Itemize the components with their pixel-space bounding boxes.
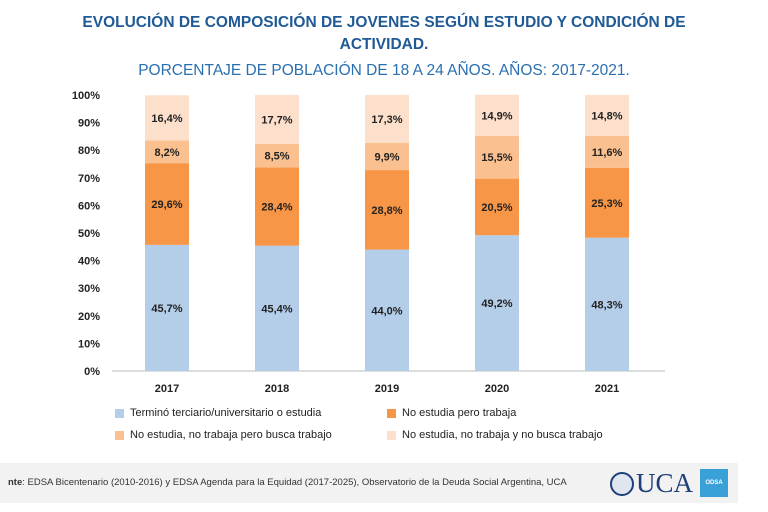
bar-segment <box>145 95 189 141</box>
bar-segment <box>145 163 189 245</box>
odsa-logo: ODSA <box>700 469 728 497</box>
y-tick-label: 40% <box>78 256 100 268</box>
footer: nte: EDSA Bicentenario (2010-2016) y EDS… <box>0 463 738 503</box>
source-text: : EDSA Bicentenario (2010-2016) y EDSA A… <box>22 477 567 488</box>
bar-segment <box>585 95 629 136</box>
stacked-bar-chart: 0% 10% 20% 30% 40% 50% 60% 70% 80% 90% 100% 45,7% 29… <box>72 90 665 395</box>
data-label: 45,4% <box>261 303 292 315</box>
data-label: 15,5% <box>481 152 512 164</box>
bar-segment <box>255 245 299 371</box>
bar-segment <box>585 135 629 168</box>
bar-segment <box>255 167 299 246</box>
data-label: 16,4% <box>151 113 182 125</box>
y-tick-label: 90% <box>78 118 100 130</box>
data-label: 14,8% <box>591 110 622 122</box>
data-label: 28,8% <box>371 205 402 217</box>
y-tick-label: 20% <box>78 311 100 323</box>
uca-logo-text: UCA <box>636 468 694 498</box>
bar-segment <box>365 142 409 171</box>
chart-subtitle: PORCENTAJE DE POBLACIÓN DE 18 A 24 AÑOS.… <box>138 62 630 79</box>
data-label: 8,5% <box>264 151 289 163</box>
bar-segment <box>145 140 189 164</box>
data-label: 45,7% <box>151 303 182 315</box>
x-tick-label: 2019 <box>375 383 399 395</box>
y-tick-label: 100% <box>72 90 100 102</box>
data-label: 29,6% <box>151 199 182 211</box>
data-label: 11,6% <box>592 147 623 159</box>
data-label: 9,9% <box>374 151 399 163</box>
data-label: 8,2% <box>154 147 179 159</box>
bar-segment <box>585 167 629 238</box>
data-label: 14,9% <box>481 110 512 122</box>
data-label: 49,2% <box>481 298 512 310</box>
legend-label: No estudia, no trabaja pero busca trabaj… <box>130 429 332 441</box>
legend-swatch <box>387 430 396 440</box>
y-tick-label: 60% <box>78 200 100 212</box>
bar-segment <box>475 235 519 371</box>
seal-icon <box>610 471 634 496</box>
y-tick-label: 80% <box>78 145 100 157</box>
bar-segment <box>255 95 299 144</box>
legend-swatch <box>115 408 124 418</box>
legend-item: No estudia, no trabaja pero busca trabaj… <box>115 429 332 441</box>
chart-title: EVOLUCIÓN DE COMPOSICIÓN DE JOVENES SEGÚ… <box>82 14 686 53</box>
data-label: 28,4% <box>261 202 292 214</box>
legend-item: No estudia pero trabaja <box>387 407 516 419</box>
x-tick-label: 2021 <box>595 383 619 395</box>
bar-segment <box>255 143 299 168</box>
bar-segment <box>365 170 409 250</box>
y-tick-label: 10% <box>78 338 100 350</box>
x-tick-label: 2020 <box>485 383 509 395</box>
legend-label: Terminó terciario/universitario o estudi… <box>130 407 322 419</box>
y-tick-label: 30% <box>78 283 100 295</box>
data-label: 17,7% <box>261 114 292 126</box>
bar-segment <box>475 94 519 136</box>
source-note: nte: EDSA Bicentenario (2010-2016) y EDS… <box>8 477 567 488</box>
data-label: 17,3% <box>371 114 402 126</box>
bar-segment <box>145 244 189 371</box>
data-label: 44,0% <box>371 305 402 317</box>
y-tick-label: 0% <box>84 366 100 378</box>
bar-segment <box>365 249 409 371</box>
bar-segment <box>475 178 519 236</box>
data-label: 20,5% <box>481 202 512 214</box>
y-tick-label: 50% <box>78 228 100 240</box>
bar-segment <box>585 237 629 371</box>
uca-logo: UCA <box>610 468 693 499</box>
data-label: 48,3% <box>591 299 622 311</box>
bar-segment <box>365 95 409 143</box>
legend-item: No estudia, no trabaja y no busca trabaj… <box>387 429 603 441</box>
y-tick-label: 70% <box>78 173 100 185</box>
data-label: 25,3% <box>591 198 622 210</box>
legend-swatch <box>115 430 124 440</box>
x-tick-label: 2017 <box>155 383 179 395</box>
x-tick-label: 2018 <box>265 383 289 395</box>
legend-swatch <box>387 408 396 418</box>
bar-segment <box>475 135 519 179</box>
source-prefix: nte <box>8 477 23 488</box>
legend-label: No estudia pero trabaja <box>402 407 517 419</box>
legend-item: Terminó terciario/universitario o estudi… <box>115 407 321 419</box>
legend-label: No estudia, no trabaja y no busca trabaj… <box>402 429 603 441</box>
